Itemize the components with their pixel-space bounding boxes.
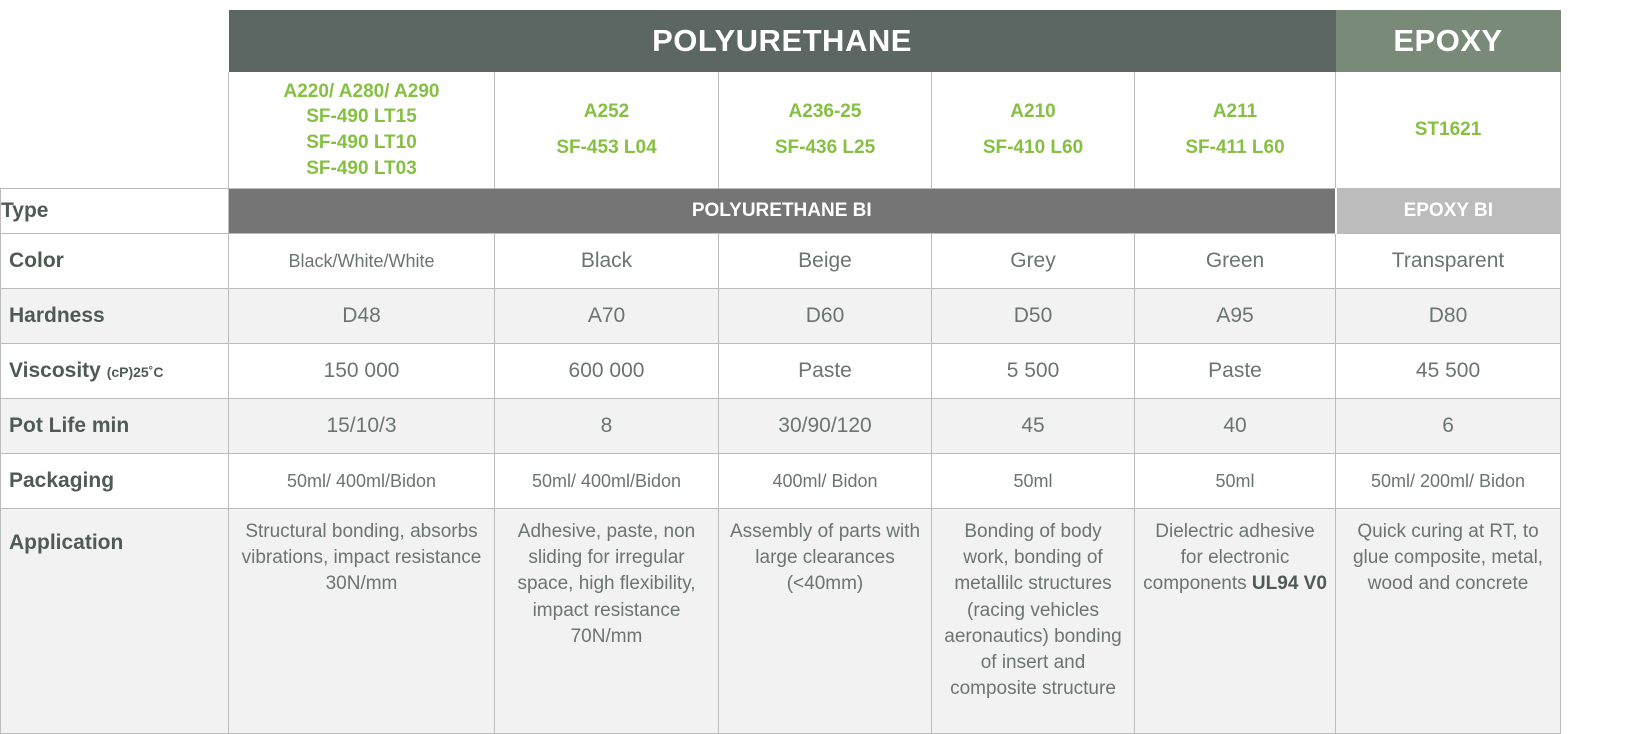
color-st1621: Transparent xyxy=(1335,233,1562,289)
code-gap xyxy=(725,125,925,135)
code-line: SF-411 L60 xyxy=(1185,137,1285,158)
viscosity-label-main: Viscosity xyxy=(9,359,101,382)
product-comparison-table: POLYURETHANE EPOXY A220/ A280/ A290 SF-4… xyxy=(0,10,1562,734)
product-code-a211: A211 SF-411 L60 xyxy=(1133,72,1337,189)
product-code-a210: A210 SF-410 L60 xyxy=(931,72,1135,189)
packaging-a220: 50ml/ 400ml/Bidon xyxy=(228,453,495,509)
hardness-a211: A95 xyxy=(1133,288,1337,344)
potlife-st1621: 6 xyxy=(1335,398,1562,454)
potlife-a252: 8 xyxy=(494,398,719,454)
viscosity-label-sub: (cP)25˚C xyxy=(106,364,164,380)
packaging-a236: 400ml/ Bidon xyxy=(718,453,932,509)
code-line: ST1621 xyxy=(1414,119,1482,141)
application-a211-badge: UL94 V0 xyxy=(1251,573,1327,595)
application-a252: Adhesive, paste, non sliding for irregul… xyxy=(494,508,719,734)
banner-epoxy: EPOXY xyxy=(1335,10,1561,72)
packaging-a252: 50ml/ 400ml/Bidon xyxy=(494,453,719,509)
potlife-a220: 15/10/3 xyxy=(228,398,495,454)
row-color: Color Black/White/White Black Beige Grey… xyxy=(0,233,1562,289)
row-hardness: Hardness D48 A70 D60 D50 A95 D80 xyxy=(0,288,1562,344)
code-gap xyxy=(938,125,1128,135)
viscosity-a211: Paste xyxy=(1133,343,1337,399)
code-line: A236-25 xyxy=(788,101,862,123)
row-packaging: Packaging 50ml/ 400ml/Bidon 50ml/ 400ml/… xyxy=(0,453,1562,509)
product-code-row: A220/ A280/ A290 SF-490 LT15 SF-490 LT10… xyxy=(0,72,1562,189)
packaging-a210: 50ml xyxy=(931,453,1135,509)
comparison-table-sheet: POLYURETHANE EPOXY A220/ A280/ A290 SF-4… xyxy=(0,10,1644,734)
row-label-type: Type xyxy=(0,188,229,234)
color-a211: Green xyxy=(1133,233,1337,289)
code-line: SF-453 L04 xyxy=(556,137,657,158)
viscosity-a252: 600 000 xyxy=(494,343,719,399)
potlife-a211: 40 xyxy=(1133,398,1337,454)
color-a210: Grey xyxy=(931,233,1135,289)
code-line: SF-490 LT03 xyxy=(306,157,417,179)
hardness-a236: D60 xyxy=(718,288,932,344)
row-label-application: Application xyxy=(0,508,229,734)
row-label-packaging: Packaging xyxy=(0,453,229,509)
code-line: SF-436 L25 xyxy=(774,137,876,158)
product-code-a220: A220/ A280/ A290 SF-490 LT15 SF-490 LT10… xyxy=(228,72,495,189)
hardness-a252: A70 xyxy=(494,288,719,344)
product-code-a236: A236-25 SF-436 L25 xyxy=(718,72,932,189)
row-label-color: Color xyxy=(0,233,229,289)
potlife-a210: 45 xyxy=(931,398,1135,454)
code-line: A252 xyxy=(583,101,630,123)
application-a236: Assembly of parts with large clearances … xyxy=(718,508,932,734)
packaging-st1621: 50ml/ 200ml/ Bidon xyxy=(1335,453,1562,509)
code-line: A220/ A280/ A290 xyxy=(283,80,440,102)
code-line: A211 xyxy=(1212,101,1258,123)
family-banner-row: POLYURETHANE EPOXY xyxy=(0,10,1561,72)
code-line: A210 xyxy=(1010,101,1056,123)
potlife-a236: 30/90/120 xyxy=(718,398,932,454)
color-a220: Black/White/White xyxy=(228,233,495,289)
application-a211: Dielectric adhesive for electronic compo… xyxy=(1133,508,1337,734)
application-a220: Structural bonding, absorbs vibrations, … xyxy=(228,508,495,734)
row-label-viscosity: Viscosity (cP)25˚C xyxy=(0,343,229,399)
packaging-a211: 50ml xyxy=(1133,453,1337,509)
row-application: Application Structural bonding, absorbs … xyxy=(0,508,1562,734)
product-code-a252: A252 SF-453 L04 xyxy=(494,72,719,189)
code-gap xyxy=(1141,125,1329,135)
code-gap xyxy=(501,125,712,135)
row-label-pot-life: Pot Life min xyxy=(0,398,229,454)
color-a236: Beige xyxy=(718,233,932,289)
viscosity-a210: 5 500 xyxy=(931,343,1135,399)
application-st1621: Quick curing at RT, to glue composite, m… xyxy=(1335,508,1562,734)
viscosity-a220: 150 000 xyxy=(228,343,495,399)
code-line: SF-410 L60 xyxy=(982,137,1084,158)
row-label-hardness: Hardness xyxy=(0,288,229,344)
application-a211-text: Dielectric adhesive for electronic compo… xyxy=(1143,521,1315,595)
viscosity-st1621: 45 500 xyxy=(1335,343,1562,399)
viscosity-a236: Paste xyxy=(718,343,932,399)
hardness-a210: D50 xyxy=(931,288,1135,344)
hardness-a220: D48 xyxy=(228,288,495,344)
hardness-st1621: D80 xyxy=(1335,288,1562,344)
row-pot-life: Pot Life min 15/10/3 8 30/90/120 45 40 6 xyxy=(0,398,1562,454)
color-a252: Black xyxy=(494,233,719,289)
type-value-epoxy: EPOXY BI xyxy=(1335,188,1562,234)
banner-polyurethane: POLYURETHANE xyxy=(228,10,1336,72)
code-spacer xyxy=(0,72,229,189)
application-a210: Bonding of body work, bonding of metalli… xyxy=(931,508,1135,734)
product-code-st1621: ST1621 xyxy=(1335,72,1562,189)
code-line: SF-490 LT10 xyxy=(306,132,417,153)
code-line: SF-490 LT15 xyxy=(306,106,417,128)
row-type: Type POLYURETHANE BI EPOXY BI xyxy=(0,188,1562,234)
type-value-polyurethane: POLYURETHANE BI xyxy=(227,188,1337,234)
banner-spacer xyxy=(0,10,229,72)
row-viscosity: Viscosity (cP)25˚C 150 000 600 000 Paste… xyxy=(0,343,1562,399)
